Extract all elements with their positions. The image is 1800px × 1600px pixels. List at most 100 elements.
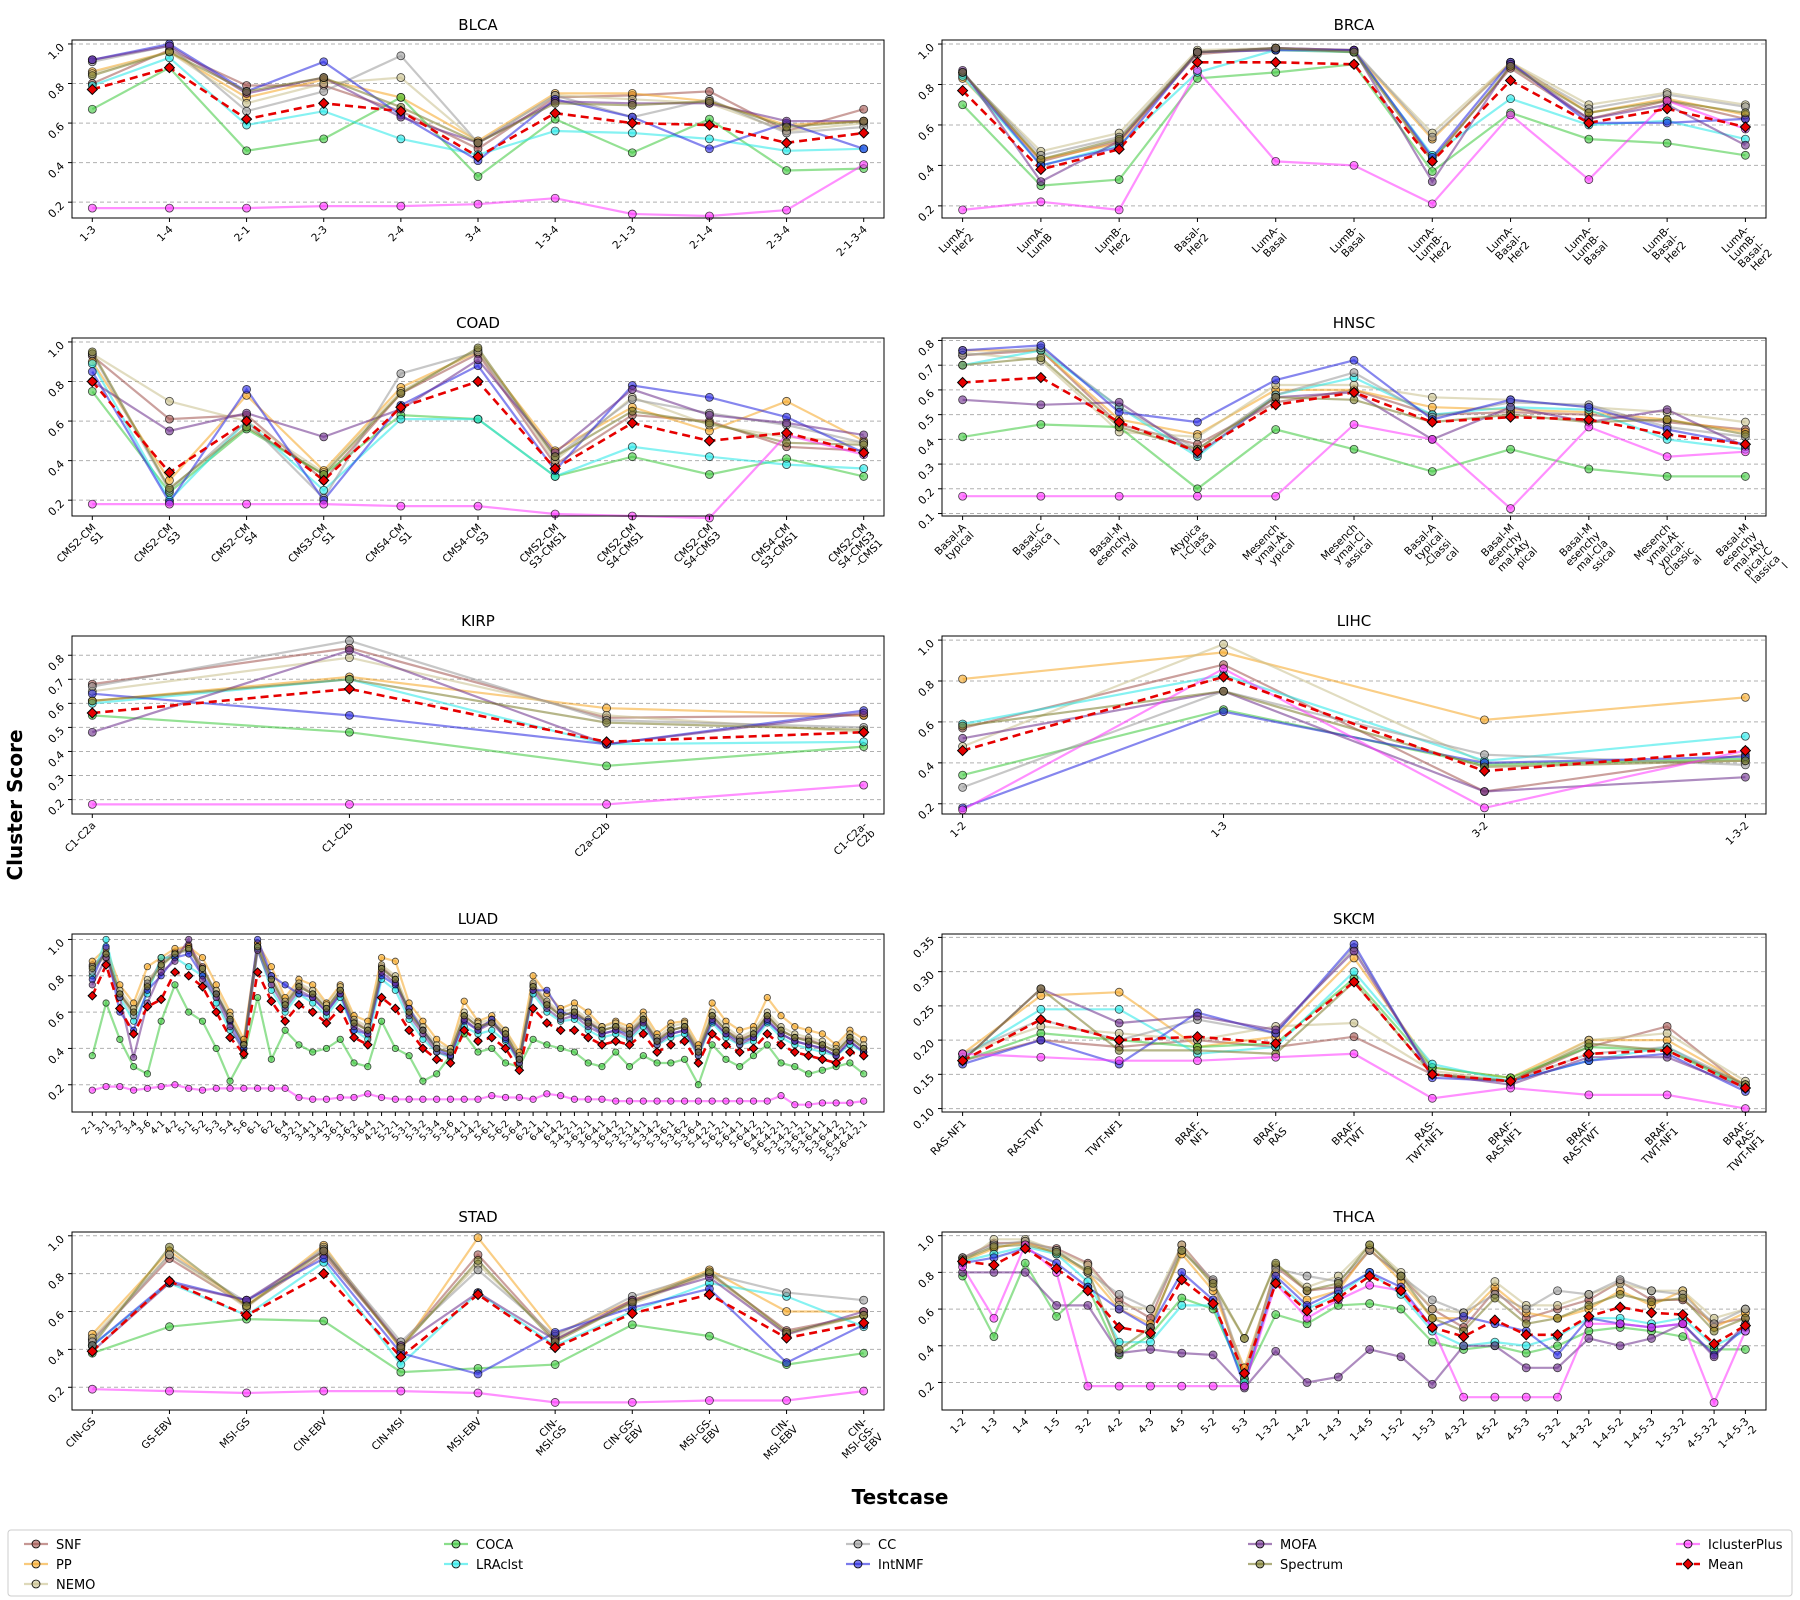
data-point-spectrum xyxy=(832,1048,840,1056)
data-point-coca xyxy=(377,1017,386,1025)
data-point-mean xyxy=(988,1259,1000,1271)
data-point-mofa xyxy=(171,957,179,965)
y-tick-label: 1.0 xyxy=(46,936,68,958)
data-point-iclusterplus xyxy=(226,1084,234,1092)
chart-title: SKCM xyxy=(1333,910,1375,928)
data-point-mofa xyxy=(1114,397,1124,407)
data-point-mean xyxy=(693,1058,704,1068)
data-point-mean xyxy=(703,119,716,131)
data-point-iclusterplus xyxy=(396,1386,406,1396)
data-point-spectrum xyxy=(602,718,611,727)
x-tick-label: Basal-Mesenchymal-Classical xyxy=(1556,522,1619,585)
data-point-mofa xyxy=(705,410,714,420)
data-point-nemo xyxy=(242,98,251,108)
data-point-nemo xyxy=(1193,432,1202,442)
data-point-lraclst xyxy=(859,464,869,473)
chart-title: STAD xyxy=(458,1208,497,1226)
data-point-pp xyxy=(460,997,468,1005)
data-point-intnmf xyxy=(319,1254,329,1263)
y-tick-label: 0.4 xyxy=(46,458,68,480)
legend-item-coca: COCA xyxy=(444,1538,513,1553)
data-point-intnmf xyxy=(319,57,329,67)
x-tick-label: 1-4-5 xyxy=(1348,1416,1376,1444)
data-point-mean xyxy=(624,1039,635,1050)
data-point-mean xyxy=(1082,1285,1094,1297)
data-point-lraclst xyxy=(1741,731,1750,741)
data-point-iclusterplus xyxy=(171,1081,179,1089)
data-point-mean xyxy=(1489,1314,1501,1326)
x-tick-label: LumA-Basal xyxy=(1250,223,1290,263)
data-point-mofa xyxy=(1647,1334,1656,1343)
data-point-mean xyxy=(1504,1075,1517,1087)
data-point-iclusterplus xyxy=(1114,1381,1124,1391)
chart-title: LIHC xyxy=(1337,612,1372,630)
data-point-mean xyxy=(780,137,793,149)
data-point-coca xyxy=(627,1320,637,1330)
series-line-mean xyxy=(962,675,1746,773)
data-point-cc xyxy=(396,369,406,379)
data-point-coca xyxy=(345,727,354,737)
x-tick-label: CMS2-CMS3-CMS1 xyxy=(517,522,569,574)
data-point-spectrum xyxy=(627,100,637,110)
data-point-spectrum xyxy=(1584,108,1594,118)
x-tick-label: 1-3 xyxy=(1209,820,1230,841)
data-point-spectrum xyxy=(736,1037,744,1045)
data-point-spectrum xyxy=(1584,1301,1594,1310)
y-tick-label: 0.30 xyxy=(911,969,938,996)
y-tick-label: 0.1 xyxy=(916,510,938,532)
data-point-coca xyxy=(198,1017,207,1025)
data-point-spectrum xyxy=(667,1026,675,1034)
y-tick-label: 0.2 xyxy=(46,1384,68,1406)
data-point-iclusterplus xyxy=(116,1082,124,1091)
y-tick-label: 1.0 xyxy=(916,1233,938,1255)
data-point-mean xyxy=(857,726,870,738)
data-point-coca xyxy=(1036,420,1046,429)
data-point-iclusterplus xyxy=(488,1092,496,1100)
x-tick-label: 1-4-5-2 xyxy=(1591,1416,1626,1451)
y-tick-label: 1.0 xyxy=(916,637,938,659)
data-point-spectrum xyxy=(87,71,97,80)
data-point-mean xyxy=(318,1267,330,1280)
data-point-pp xyxy=(782,1307,791,1316)
data-point-spectrum xyxy=(612,1023,620,1031)
data-point-spectrum xyxy=(1365,1240,1375,1250)
x-tick-label: CMS2-CMS4-CMS1 xyxy=(595,522,647,574)
data-point-mean xyxy=(395,1351,407,1363)
data-point-coca xyxy=(501,1059,510,1067)
data-point-spectrum xyxy=(515,1055,523,1063)
data-point-mean xyxy=(280,1016,291,1027)
data-point-cc xyxy=(473,1265,483,1275)
data-point-intnmf xyxy=(1584,402,1594,412)
data-point-mofa xyxy=(782,418,791,428)
data-point-nemo xyxy=(1349,1018,1359,1028)
data-point-mean xyxy=(1176,1274,1188,1286)
data-point-coca xyxy=(1271,425,1281,434)
data-point-coca xyxy=(281,1026,289,1034)
data-point-mean xyxy=(1348,386,1360,399)
data-point-iclusterplus xyxy=(254,1084,262,1092)
data-point-mean xyxy=(318,97,330,109)
data-point-mean xyxy=(1739,121,1752,133)
data-point-spectrum xyxy=(550,98,560,108)
data-point-spectrum xyxy=(1193,47,1202,57)
data-point-iclusterplus xyxy=(391,1095,399,1103)
data-point-spectrum xyxy=(598,1026,606,1034)
data-point-spectrum xyxy=(550,452,560,462)
y-tick-label: 0.2 xyxy=(46,199,68,221)
data-point-iclusterplus xyxy=(1553,1392,1562,1402)
data-point-iclusterplus xyxy=(1427,434,1437,444)
data-point-mofa xyxy=(1146,1345,1155,1354)
chart-lihc: 0.2 0.4 0.6 0.8 1.0 LIHC 1-2 1-3 3-2 1-3-2 xyxy=(916,612,1767,848)
data-point-coca xyxy=(157,1017,165,1025)
x-tick-label: CMS3-CMS1 xyxy=(286,522,338,574)
y-tick-label: 0.4 xyxy=(916,436,938,458)
data-point-mean xyxy=(472,375,484,388)
data-point-spectrum xyxy=(419,1026,427,1034)
data-point-iclusterplus xyxy=(846,1099,854,1107)
y-tick-label: 0.7 xyxy=(916,362,938,384)
x-tick-label: CMS2-CMS4-CMS3-CMS1 xyxy=(826,522,885,581)
x-tick-label: C1-C2a xyxy=(63,820,99,856)
x-tick-label: CIN-MSI xyxy=(370,1416,407,1453)
legend-marker xyxy=(1683,1539,1693,1549)
data-point-mean xyxy=(1363,1270,1376,1282)
